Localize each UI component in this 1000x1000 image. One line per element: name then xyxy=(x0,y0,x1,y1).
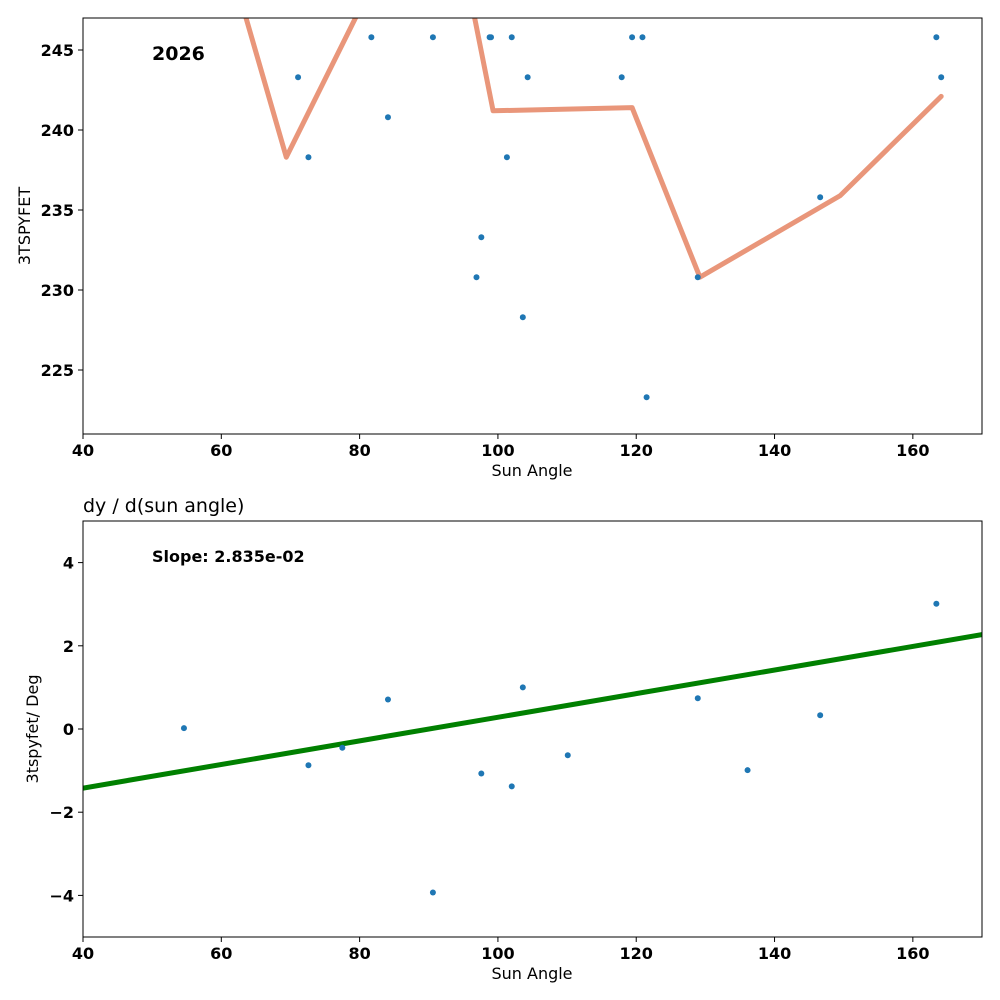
bottom-chart-y-tick-label: 0 xyxy=(63,720,74,739)
top-chart-x-tick-label: 60 xyxy=(210,441,232,460)
top-chart-data-point xyxy=(503,154,510,161)
top-chart-data-point xyxy=(429,34,436,41)
top-chart-data-point xyxy=(618,74,625,81)
top-chart-data-point xyxy=(643,394,650,401)
top-chart-data-point xyxy=(629,34,636,41)
bottom-chart-annotation: Slope: 2.835e-02 xyxy=(152,547,305,566)
bottom-chart-data-point xyxy=(180,725,187,732)
bottom-chart-data-point xyxy=(817,712,824,719)
bottom-chart-x-tick-label: 140 xyxy=(758,944,791,963)
bottom-chart-y-tick-label: 4 xyxy=(63,554,74,573)
bottom-chart-data-point xyxy=(519,684,526,691)
bottom-chart-x-tick-label: 100 xyxy=(481,944,514,963)
top-chart-x-tick-label: 40 xyxy=(72,441,94,460)
top-chart-data-point xyxy=(519,314,526,321)
top-chart-x-tick-label: 80 xyxy=(348,441,370,460)
bottom-chart-data-point xyxy=(508,783,515,790)
bottom-chart-data-point xyxy=(478,770,485,777)
top-chart-y-tick-label: 245 xyxy=(41,41,74,60)
bottom-chart-data-point xyxy=(305,762,312,769)
bottom-chart: 40 60 80 100 120 140 160 −4 −2 0 2 4 dy / d(sun an… xyxy=(23,495,983,983)
bottom-chart-data-point xyxy=(744,767,751,774)
bottom-chart-data-point xyxy=(429,889,436,896)
bottom-chart-trend-line xyxy=(83,632,982,791)
top-chart-y-tick-label: 225 xyxy=(41,361,74,380)
top-chart-x-tick-label: 120 xyxy=(620,441,653,460)
bottom-chart-x-tick-label: 120 xyxy=(620,944,653,963)
top-chart-x-axis-label: Sun Angle xyxy=(491,461,572,480)
top-chart-data-point xyxy=(694,274,701,281)
top-chart-annotation: 2026 xyxy=(152,43,205,65)
top-chart-data-point xyxy=(524,74,531,81)
top-chart-x-tick-label: 100 xyxy=(481,441,514,460)
top-chart-y-tick-label: 235 xyxy=(41,201,74,220)
bottom-chart-data-point xyxy=(339,744,346,751)
bottom-chart-y-axis-label: 3tspyfet/ Deg xyxy=(23,675,42,784)
bottom-chart-title: dy / d(sun angle) xyxy=(83,495,244,517)
bottom-chart-y-tick-label: −4 xyxy=(49,886,74,905)
top-chart-y-tick-label: 230 xyxy=(41,281,74,300)
bottom-chart-data-point xyxy=(933,600,940,607)
top-chart-data-point xyxy=(488,34,495,41)
top-chart-y-axis-label: 3TSPYFET xyxy=(15,187,34,265)
top-chart-data-point xyxy=(295,74,302,81)
top-chart-data-point xyxy=(817,194,824,201)
top-chart-data-point xyxy=(473,274,480,281)
top-chart-data-point xyxy=(938,74,945,81)
top-chart-x-tick-label: 160 xyxy=(896,441,929,460)
bottom-chart-y-tick-label: 2 xyxy=(63,637,74,656)
top-chart-data-point xyxy=(384,114,391,121)
bottom-chart-x-axis-label: Sun Angle xyxy=(491,964,572,983)
top-chart-data-point xyxy=(639,34,646,41)
bottom-chart-x-tick-label: 40 xyxy=(72,944,94,963)
bottom-chart-x-tick-label: 80 xyxy=(348,944,370,963)
bottom-chart-data-point xyxy=(384,696,391,703)
top-chart-x-tick-label: 140 xyxy=(758,441,791,460)
top-chart-data-point xyxy=(478,234,485,241)
top-chart-fit-line xyxy=(243,18,944,280)
bottom-chart-x-tick-label: 60 xyxy=(210,944,232,963)
bottom-chart-y-tick-label: −2 xyxy=(49,803,74,822)
bottom-chart-data-point xyxy=(564,752,571,759)
top-chart-data-point xyxy=(508,34,515,41)
top-chart-data-point xyxy=(933,34,940,41)
top-chart-data-point xyxy=(305,154,312,161)
top-chart-frame xyxy=(82,17,983,435)
bottom-chart-data-point xyxy=(694,695,701,702)
top-chart-y-tick-label: 240 xyxy=(41,121,74,140)
bottom-chart-x-tick-label: 160 xyxy=(896,944,929,963)
top-chart-data-point xyxy=(368,34,375,41)
